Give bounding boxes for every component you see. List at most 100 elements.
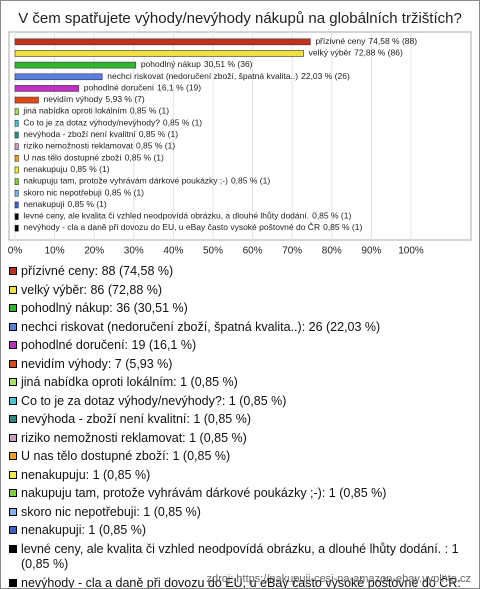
bar: [14, 120, 19, 127]
x-tick-label: 20%: [84, 246, 104, 257]
legend-item: nakupuju tam, protože vyhrávám dárkové p…: [9, 486, 471, 502]
category-label: velký výběr: [309, 48, 352, 58]
bar: [14, 73, 103, 81]
value-label: 0,85 % (1): [125, 153, 164, 163]
bar: [14, 143, 19, 150]
legend-label: Co to je za dotaz výhody/nevýhody?: 1 (0…: [21, 393, 287, 408]
x-tick-label: 80%: [322, 246, 342, 257]
legend-item: nevýhody - cla a daně při dovozu do EU, …: [9, 575, 471, 589]
category-label: levné ceny, ale kvalita či vzhled neodpo…: [23, 211, 309, 221]
x-tick-label: 100%: [398, 246, 424, 257]
value-label: 72,88 % (86): [354, 48, 403, 58]
legend-label: nevidím výhody: 7 (5,93 %): [21, 356, 173, 371]
legend-label: nenakupuju: 1 (0,85 %): [21, 467, 151, 482]
bar-label: jiná nabídka oproti lokálním 0,85 % (1): [22, 106, 169, 116]
legend-swatch: [9, 285, 17, 294]
bar: [14, 178, 19, 185]
category-label: pohodlný nákup: [141, 59, 201, 69]
legend-item: Co to je za dotaz výhody/nevýhody?: 1 (0…: [9, 394, 471, 410]
category-label: nechci riskovat (nedoručení zboží, špatn…: [107, 71, 298, 81]
bar-label: nevidím výhody 5,93 % (7): [43, 94, 144, 104]
legend-item: levné ceny, ale kvalita či vzhled neodpo…: [9, 542, 471, 573]
legend-label: nechci riskovat (nedoručení zboží, špatn…: [21, 319, 381, 334]
value-label: 30,51 % (36): [204, 59, 253, 69]
category-label: nevidím výhody: [43, 94, 103, 104]
legend-item: nechci riskovat (nedoručení zboží, špatn…: [9, 320, 471, 336]
bar-label: Co to je za dotaz výhody/nevýhody? 0,85 %…: [23, 118, 202, 128]
legend-swatch: [9, 433, 17, 442]
legend-item: pohodlné doručení: 19 (16,1 %): [9, 338, 471, 354]
category-label: riziko nemožnosti reklamovat: [23, 141, 133, 151]
category-label: Co to je za dotaz výhody/nevýhody?: [23, 118, 160, 128]
x-tick-label: 90%: [361, 246, 381, 257]
bar: [14, 131, 19, 139]
category-label: pohodlné doručení: [84, 83, 155, 93]
legend-item: U nas tělo dostupné zboží: 1 (0,85 %): [9, 449, 471, 465]
category-label: jiná nabídka oproti lokálním: [22, 106, 126, 116]
bar: [14, 155, 19, 162]
value-label: 0,85 % (1): [139, 129, 178, 139]
legend-swatch: [9, 452, 17, 460]
legend-swatch: [9, 415, 17, 423]
legend-label: levné ceny, ale kvalita či vzhled neodpo…: [21, 541, 459, 572]
bar-label: U nas tělo dostupné zboží 0,85 % (1): [23, 153, 164, 163]
legend-swatch: [9, 378, 17, 386]
legend-label: riziko nemožnosti reklamovat: 1 (0,85 %): [21, 430, 247, 445]
legend-swatch: [9, 489, 17, 497]
legend-label: pohodlný nákup: 36 (30,51 %): [21, 301, 188, 315]
chart-title: V čem spatřujete výhody/nevýhody nákupů …: [18, 10, 462, 27]
value-label: 0,85 % (1): [105, 188, 144, 198]
legend-item: nevidím výhody: 7 (5,93 %): [9, 357, 471, 373]
value-label: 0,85 % (1): [323, 222, 362, 232]
legend-item: nenakupuju: 1 (0,85 %): [9, 468, 471, 484]
bar-label: pohodlný nákup 30,51 % (36): [141, 59, 253, 69]
legend: přízivné ceny: 88 (74,58 %) velký výběr: …: [9, 264, 471, 589]
bar-label: nenakupuju 0,85 % (1): [23, 164, 109, 174]
x-tick-label: 30%: [124, 246, 144, 257]
category-label: přízivné ceny: [315, 36, 366, 46]
legend-label: přízivné ceny: 88 (74,58 %): [21, 264, 174, 278]
bar: [14, 38, 311, 46]
category-label: nakupuju tam, protože vyhrávám dárkové p…: [23, 176, 228, 186]
legend-swatch: [9, 341, 17, 349]
legend-swatch: [9, 359, 17, 368]
value-label: 0,85 % (1): [163, 118, 202, 128]
legend-label: nevýhody - cla a daně při dovozu do EU, …: [21, 575, 461, 589]
bar: [14, 201, 19, 209]
legend-label: nevýhoda - zboží není kvalitní: 1 (0,85 …: [21, 412, 251, 426]
bar-label: nenakupuji 0,85 % (1): [23, 199, 107, 209]
value-label: 0,85 % (1): [70, 164, 109, 174]
x-tick-label: 60%: [243, 246, 263, 257]
category-label: nevýhody - cla a daně při dovozu do EU, …: [23, 222, 320, 232]
legend-swatch: [9, 396, 17, 405]
bar-label: přízivné ceny 74,58 % (88): [315, 36, 417, 46]
legend-swatch: [9, 267, 17, 275]
legend-item: skoro nic nepotřebuji: 1 (0,85 %): [9, 505, 471, 521]
source: zdroj: https://nakupuji-cesi-na-amazon-e…: [206, 573, 471, 585]
value-label: 0,85 % (1): [130, 106, 169, 116]
legend-item: jiná nabídka oproti lokálním: 1 (0,85 %): [9, 375, 471, 391]
bar-label: pohodlné doručení 16,1 % (19): [84, 83, 202, 93]
legend-label: nenakupuji: 1 (0,85 %): [21, 523, 147, 537]
legend-item: přízivné ceny: 88 (74,58 %): [9, 264, 471, 280]
value-label: 0,85 % (1): [312, 211, 351, 221]
bar: [14, 85, 80, 92]
value-label: 22,03 % (26): [301, 71, 350, 81]
legend-label: velký výběr: 86 (72,88 %): [21, 282, 163, 297]
bar: [14, 96, 39, 104]
x-tick-label: 50%: [203, 246, 223, 257]
bar: [14, 189, 19, 197]
plot-frame: [8, 31, 472, 241]
legend-swatch: [9, 507, 17, 516]
category-label: skoro nic nepotřebuji: [23, 188, 102, 198]
bar: [14, 213, 19, 220]
bar-chart: V čem spatřujete výhody/nevýhody nákupů …: [8, 10, 472, 257]
bar-label: nevýhoda - zboží není kvalitní 0,85 % (1): [23, 129, 178, 139]
legend-item: pohodlný nákup: 36 (30,51 %): [9, 301, 471, 317]
bar-label: levné ceny, ale kvalita či vzhled neodpo…: [23, 211, 351, 221]
value-label: 0,85 % (1): [231, 176, 270, 186]
category-label: nenakupuji: [23, 199, 64, 209]
legend-swatch: [9, 322, 17, 331]
legend-item: nevýhoda - zboží není kvalitní: 1 (0,85 …: [9, 412, 471, 428]
